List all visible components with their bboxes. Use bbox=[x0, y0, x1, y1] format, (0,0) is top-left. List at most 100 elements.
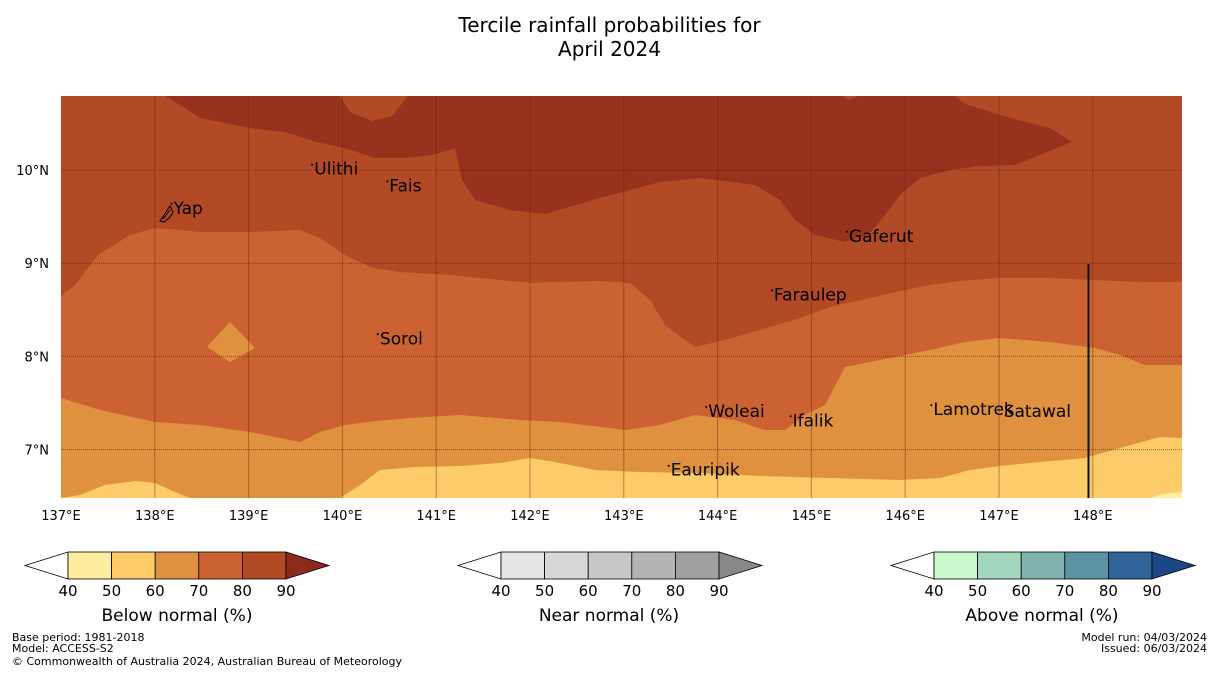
colorbar-tick-label: 40 bbox=[491, 582, 510, 600]
colorbar-segment bbox=[977, 551, 1022, 580]
lon-tick-label: 146°E bbox=[885, 509, 925, 524]
region-50-60 bbox=[61, 338, 1182, 498]
place-label-eauripik: Eauripik bbox=[671, 461, 740, 481]
colorbar-tick-label: 60 bbox=[579, 582, 598, 600]
place-label-gaferut: Gaferut bbox=[849, 227, 914, 247]
place-marker bbox=[386, 180, 389, 183]
colorbar-segment bbox=[1064, 551, 1109, 580]
lon-tick-label: 145°E bbox=[792, 509, 832, 524]
colorbar-tick-label: 50 bbox=[535, 582, 554, 600]
footer-model-run: Model run: 04/03/2024 bbox=[1081, 631, 1207, 644]
place-marker bbox=[667, 464, 670, 467]
place-label-ulithi: Ulithi bbox=[314, 160, 358, 180]
colorbar-segment bbox=[500, 551, 545, 580]
place-marker bbox=[845, 230, 848, 233]
place-label-lamotrek: Lamotrek bbox=[933, 400, 1014, 420]
yap-island-icon bbox=[159, 205, 174, 223]
region-40-50 bbox=[61, 437, 1182, 498]
colorbar-below-label: Below normal (%) bbox=[101, 606, 253, 626]
place-marker bbox=[930, 404, 933, 407]
colorbar-extend-high bbox=[1151, 551, 1197, 580]
colorbar-segment bbox=[587, 551, 633, 580]
chart-title-line1: Tercile rainfall probabilities for bbox=[458, 13, 761, 37]
place-marker bbox=[705, 405, 708, 408]
lon-tick-label: 138°E bbox=[135, 509, 175, 524]
lon-tick-label: 143°E bbox=[604, 509, 644, 524]
colorbar-extend-low bbox=[23, 551, 69, 580]
colorbar-extend-high bbox=[718, 551, 764, 580]
place-label-satawal: Satawal bbox=[1004, 402, 1071, 422]
colorbar-tick-label: 40 bbox=[924, 582, 943, 600]
footer-base-period: Base period: 1981-2018 bbox=[12, 631, 145, 644]
place-label-faraulep: Faraulep bbox=[774, 285, 847, 305]
region-50-60-diamond bbox=[207, 322, 255, 362]
lat-tick-label: 7°N bbox=[25, 444, 50, 459]
colorbar-tick-label: 40 bbox=[58, 582, 77, 600]
lon-tick-label: 148°E bbox=[1073, 509, 1113, 524]
colorbar-tick-label: 60 bbox=[1012, 582, 1031, 600]
place-marker bbox=[311, 163, 314, 166]
lat-tick-label: 10°N bbox=[16, 164, 49, 179]
lat-tick-label: 8°N bbox=[25, 350, 50, 365]
footer-model: Model: ACCESS-S2 bbox=[12, 642, 114, 655]
place-marker bbox=[789, 415, 792, 418]
colorbar-tick-label: 70 bbox=[189, 582, 208, 600]
colorbar-segment bbox=[933, 551, 978, 580]
lon-tick-label: 137°E bbox=[41, 509, 81, 524]
colorbar-segment bbox=[631, 551, 676, 580]
lat-tick-label: 9°N bbox=[25, 257, 50, 272]
place-label-woleai: Woleai bbox=[708, 402, 765, 422]
colorbar-tick-label: 80 bbox=[666, 582, 685, 600]
colorbar-segment bbox=[675, 551, 720, 580]
lon-tick-label: 147°E bbox=[979, 509, 1019, 524]
lon-tick-label: 140°E bbox=[323, 509, 363, 524]
region-80-90 bbox=[165, 96, 1072, 242]
colorbar-segment bbox=[67, 551, 112, 580]
colorbar-tick-label: 70 bbox=[622, 582, 641, 600]
colorbar-segment bbox=[1108, 551, 1153, 580]
colorbar-segment bbox=[198, 551, 243, 580]
colorbar-tick-label: 90 bbox=[709, 582, 728, 600]
colorbar-extend-low bbox=[456, 551, 502, 580]
colorbar-tick-label: 90 bbox=[276, 582, 295, 600]
place-marker bbox=[376, 333, 379, 336]
colorbar-tick-label: 50 bbox=[968, 582, 987, 600]
gridlines bbox=[61, 96, 1182, 498]
colorbars: 40 50 60 70 80 90 40 50 60 70 80 90 40 50 60 70 80 90 bbox=[23, 551, 1197, 600]
colorbar-tick-label: 70 bbox=[1055, 582, 1074, 600]
lon-tick-label: 142°E bbox=[510, 509, 550, 524]
footer-copyright: © Commonwealth of Australia 2024, Austra… bbox=[12, 655, 402, 668]
colorbar-segment bbox=[154, 551, 200, 580]
colorbar-tick-label: 50 bbox=[102, 582, 121, 600]
colorbar-segment bbox=[111, 551, 156, 580]
place-label-fais: Fais bbox=[389, 176, 421, 196]
place-marker bbox=[170, 202, 173, 205]
colorbar-extend-high bbox=[285, 551, 331, 580]
colorbar-0: 40 50 60 70 80 90 bbox=[23, 551, 331, 600]
place-marker bbox=[770, 289, 773, 292]
place-label-sorol: Sorol bbox=[380, 329, 423, 349]
colorbar-near-label: Near normal (%) bbox=[538, 606, 680, 626]
colorbar-tick-label: 80 bbox=[1099, 582, 1118, 600]
colorbar-segment bbox=[241, 551, 287, 580]
colorbar-segment bbox=[544, 551, 589, 580]
probability-regions bbox=[61, 96, 1182, 498]
place-labels: Ulithi Fais Yap Gaferut Faraulep Sorol Woleai I… bbox=[170, 160, 1071, 481]
region-below-40 bbox=[1150, 492, 1182, 498]
colorbar-extend-low bbox=[889, 551, 935, 580]
colorbar-tick-label: 80 bbox=[233, 582, 252, 600]
lon-tick-label: 144°E bbox=[698, 509, 738, 524]
lon-tick-label: 141°E bbox=[416, 509, 456, 524]
lon-tick-label: 139°E bbox=[229, 509, 269, 524]
colorbar-tick-label: 60 bbox=[146, 582, 165, 600]
axis-labels: 137°E 138°E 139°E 140°E 141°E 142°E 143°E 144°E… bbox=[16, 164, 1112, 524]
place-marker bbox=[1000, 405, 1003, 408]
place-label-yap: Yap bbox=[173, 199, 203, 219]
chart-title-line2: April 2024 bbox=[558, 37, 661, 61]
colorbar-above-label: Above normal (%) bbox=[965, 606, 1119, 626]
footer-issued: Issued: 06/03/2024 bbox=[1100, 642, 1207, 655]
colorbar-1: 40 50 60 70 80 90 bbox=[456, 551, 764, 600]
place-label-ifalik: Ifalik bbox=[793, 411, 834, 431]
colorbar-2: 40 50 60 70 80 90 bbox=[889, 551, 1197, 600]
